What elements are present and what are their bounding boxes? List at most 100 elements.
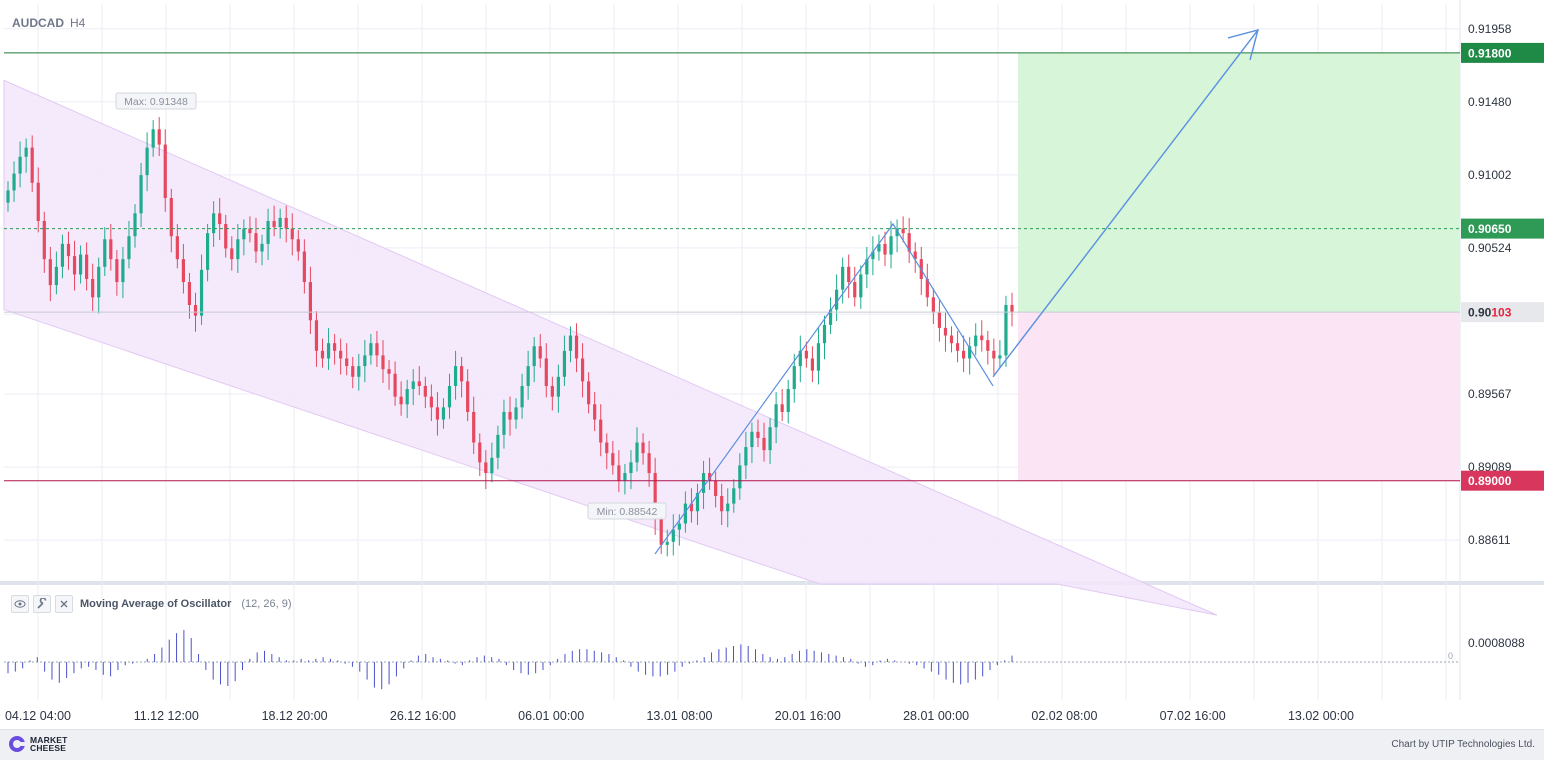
candle-body [381,355,385,370]
candle-body [151,129,155,148]
candle-body [986,340,990,351]
x-tick-label: 13.02 00:00 [1288,709,1354,723]
candle-body [242,228,246,240]
candle-body [423,385,427,397]
target-zone [1018,52,1460,313]
candle-body [689,503,694,512]
candle-body [701,473,706,493]
candle-body [774,404,778,428]
candle-body [810,358,815,371]
candle-body [617,465,621,481]
candle-body [508,411,512,420]
candle-body [502,411,506,435]
timeframe-label: H4 [70,16,86,30]
candle-body [109,239,113,260]
min-annotation-box [587,502,667,520]
candle-body [611,453,615,466]
candle-body [212,213,216,234]
logo-line-2: CHEESE [30,743,67,753]
candle-body [115,259,119,283]
candle-body [943,327,948,336]
candle-body [641,442,645,454]
wrench-icon[interactable] [33,595,51,613]
candle-body [326,343,331,359]
candle-body [60,243,65,267]
candle-body [314,320,319,351]
stop-price-badge: 0.89000 [1468,474,1512,488]
candle-body [133,213,137,237]
y-tick-label: 0.91002 [1468,168,1512,182]
candle-body [683,503,687,524]
candle-body [339,350,343,359]
candle-body [163,144,167,199]
candle-body [574,335,579,359]
candle-body [889,236,893,255]
candle-body [653,473,657,519]
candle-body [48,259,52,286]
candle-body [405,389,409,405]
candle-body [532,346,536,367]
candle-body [931,297,935,313]
logo-icon [9,736,26,752]
candle-body [949,335,954,344]
candle-body [659,518,663,545]
y-tick-label: 0.89567 [1468,387,1512,401]
candle-body [139,175,143,214]
candle-body [828,309,833,325]
oscillator-name: Moving Average of Oscillator [80,598,232,610]
eye-icon[interactable] [11,595,29,613]
candle-body [677,523,681,530]
close-icon[interactable] [55,595,73,613]
candle-body [568,335,573,351]
candle-body [78,254,83,275]
candle-body [472,411,476,443]
candle-body [181,259,185,283]
candle-body [907,233,911,252]
candle-body [593,404,597,420]
candle-body [629,462,633,474]
candle-body [296,239,300,252]
x-tick-label: 18.12 20:00 [262,709,328,723]
brand-logo[interactable]: MARKET CHEESE [8,735,68,753]
candle-body [1004,304,1008,356]
candle-body [556,376,560,397]
projection-arrow [992,29,1259,378]
candle-body [24,147,28,157]
candle-body [6,190,10,203]
candle-body [435,407,440,420]
candle-body [720,495,724,512]
candle-body [974,335,978,347]
candle-body [580,358,585,382]
candle-body [514,407,518,420]
pane-separator [0,581,1544,585]
candle-body [320,350,325,359]
stop-zone [1018,312,1460,481]
candle-body [417,381,421,386]
candle-body [387,369,391,374]
candle-body [913,251,917,260]
candle-body [562,350,567,377]
candle-body [605,442,609,454]
oscillator-axis-label: 0.0008088 [1468,636,1525,650]
candle-body [992,350,996,359]
current-price-pips: 103 [1491,306,1511,320]
oscillator-params: (12, 26, 9) [241,598,292,610]
candle-body [351,366,355,377]
entry-price-badge: 0.90650 [1468,222,1512,236]
candle-body [816,343,821,371]
logo-line-1: MARKET [30,734,68,745]
target-price-badge-box [1461,42,1544,63]
candle-body [169,198,173,237]
candle-body [272,220,276,228]
candle-body [895,228,899,237]
candle-body [623,473,627,481]
y-tick-label: 0.88611 [1468,533,1511,547]
max-annotation-box [115,92,197,110]
candle-body [1010,304,1014,313]
current-price-badge: 0.90103 [1468,306,1512,320]
candle-body [12,173,16,191]
candle-body [853,282,857,298]
y-tick-label: 0.91480 [1468,95,1512,109]
